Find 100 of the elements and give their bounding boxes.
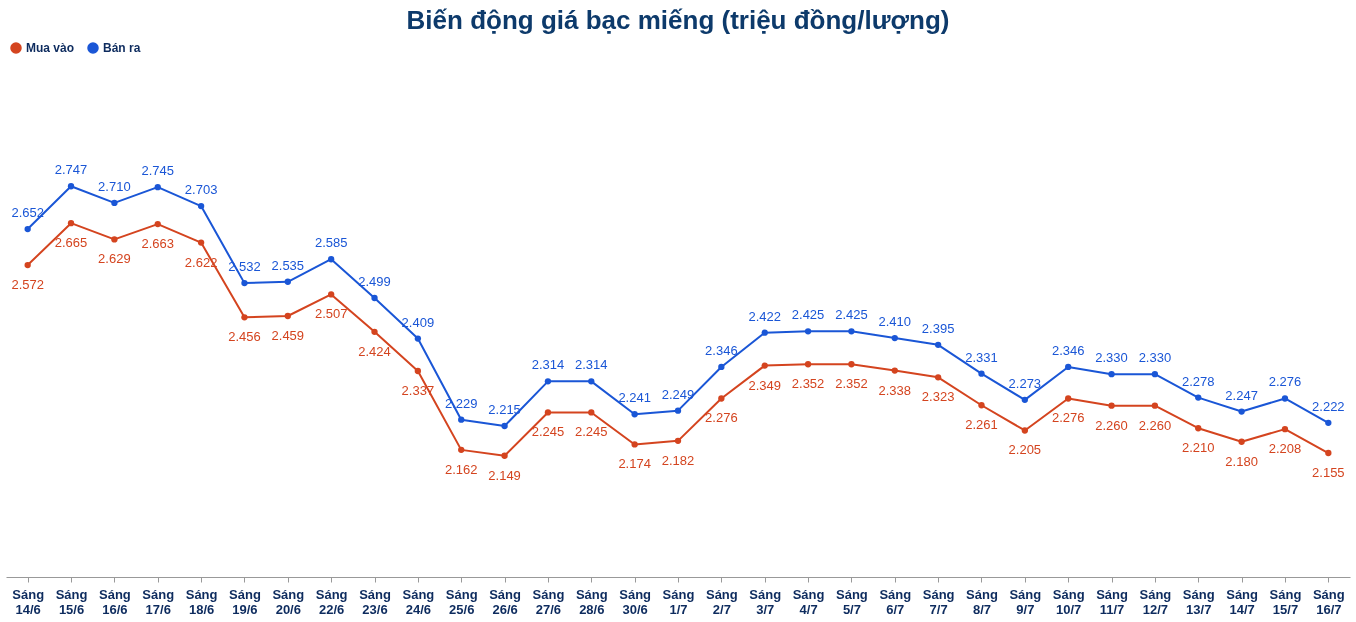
data-label: 2.346 bbox=[705, 342, 738, 358]
data-label: 2.459 bbox=[271, 328, 305, 344]
data-label: 2.652 bbox=[11, 205, 44, 221]
x-tick-label: Sáng 6/7 bbox=[879, 586, 912, 617]
point bbox=[978, 370, 985, 377]
data-label: 2.215 bbox=[488, 401, 521, 417]
point bbox=[1021, 427, 1028, 434]
point bbox=[631, 411, 638, 418]
data-label: 2.346 bbox=[1051, 342, 1085, 358]
point bbox=[241, 314, 248, 321]
data-label: 2.247 bbox=[1225, 387, 1258, 403]
point bbox=[154, 183, 161, 191]
point bbox=[501, 422, 508, 430]
data-label: 2.278 bbox=[1181, 373, 1215, 389]
point bbox=[1195, 425, 1202, 432]
point bbox=[1195, 394, 1202, 401]
point bbox=[1108, 371, 1115, 378]
data-label: 2.276 bbox=[1268, 374, 1302, 390]
data-label: 2.422 bbox=[748, 308, 781, 324]
point bbox=[1238, 438, 1245, 445]
data-label: 2.395 bbox=[921, 320, 955, 336]
point bbox=[241, 279, 248, 287]
data-label: 2.535 bbox=[271, 257, 305, 273]
x-tick-label: Sáng 15/6 bbox=[55, 586, 88, 617]
point bbox=[24, 225, 31, 233]
point bbox=[674, 437, 682, 445]
x-tick-label: Sáng 22/6 bbox=[315, 586, 348, 617]
data-label: 2.245 bbox=[531, 424, 565, 440]
data-label: 2.572 bbox=[11, 277, 44, 293]
point bbox=[328, 256, 335, 263]
data-label: 2.349 bbox=[748, 377, 781, 393]
x-tick-label: Sáng 26/6 bbox=[489, 586, 522, 617]
data-label: 2.260 bbox=[1095, 417, 1128, 433]
x-tick-label: Sáng 3/7 bbox=[749, 586, 782, 617]
data-label: 2.425 bbox=[835, 307, 868, 323]
data-label: 2.352 bbox=[835, 376, 868, 392]
point bbox=[111, 236, 118, 243]
x-tick-label: Sáng 5/7 bbox=[836, 586, 868, 617]
data-label: 2.149 bbox=[488, 467, 521, 483]
data-label: 2.410 bbox=[878, 314, 912, 330]
data-label: 2.208 bbox=[1268, 441, 1302, 457]
point bbox=[328, 291, 335, 298]
point bbox=[891, 367, 898, 374]
x-tick-label: Sáng 23/6 bbox=[359, 586, 391, 617]
data-label: 2.499 bbox=[358, 273, 391, 289]
data-label: 2.260 bbox=[1138, 417, 1172, 433]
x-tick-label: Sáng 11/7 bbox=[1096, 586, 1128, 617]
point bbox=[804, 328, 812, 335]
data-label: 2.330 bbox=[1138, 350, 1172, 366]
x-tick-label: Sáng 7/7 bbox=[922, 586, 955, 617]
point bbox=[24, 261, 31, 269]
point bbox=[1325, 419, 1332, 426]
data-label: 2.425 bbox=[791, 307, 825, 323]
point bbox=[458, 446, 465, 454]
point bbox=[718, 395, 725, 402]
legend-label: Bán ra bbox=[103, 41, 141, 55]
data-label: 2.314 bbox=[575, 357, 608, 373]
point bbox=[371, 294, 378, 302]
data-label: 2.747 bbox=[54, 162, 88, 178]
data-label: 2.182 bbox=[661, 452, 695, 468]
point bbox=[284, 312, 291, 320]
x-tick-label: Sáng 8/7 bbox=[966, 586, 998, 617]
point bbox=[371, 328, 378, 335]
x-tick-label: Sáng 18/6 bbox=[185, 586, 218, 617]
point bbox=[1151, 402, 1159, 409]
point bbox=[588, 378, 595, 385]
point bbox=[67, 183, 75, 190]
data-label: 2.456 bbox=[228, 329, 261, 345]
data-label: 2.663 bbox=[141, 236, 175, 252]
point bbox=[848, 361, 855, 368]
x-tick-label: Sáng 2/7 bbox=[705, 586, 738, 617]
data-label: 2.273 bbox=[1008, 375, 1042, 391]
point bbox=[501, 452, 508, 459]
x-tick-label: Sáng 20/6 bbox=[272, 586, 305, 617]
data-label: 2.241 bbox=[618, 390, 651, 406]
x-tick-label: Sáng 25/6 bbox=[445, 586, 478, 617]
x-tick-label: Sáng 14/6 bbox=[12, 586, 45, 617]
x-tick-label: Sáng 13/7 bbox=[1182, 586, 1215, 617]
x-tick-label: Sáng 19/6 bbox=[229, 586, 261, 617]
x-tick-label: Sáng 24/6 bbox=[402, 586, 435, 617]
point bbox=[1021, 396, 1028, 403]
data-label: 2.314 bbox=[531, 357, 565, 373]
data-label: 2.629 bbox=[98, 251, 131, 267]
data-label: 2.507 bbox=[314, 306, 348, 322]
x-tick-label: Sáng 28/6 bbox=[575, 586, 608, 617]
point bbox=[154, 220, 161, 228]
data-label: 2.665 bbox=[54, 235, 88, 251]
data-label: 2.409 bbox=[401, 314, 435, 330]
data-label: 2.180 bbox=[1225, 453, 1258, 469]
point bbox=[67, 220, 75, 227]
point bbox=[761, 329, 768, 336]
point bbox=[284, 278, 291, 285]
point bbox=[111, 199, 118, 207]
point bbox=[414, 335, 422, 342]
point bbox=[761, 362, 768, 369]
x-tick-label: Sáng 16/7 bbox=[1312, 586, 1345, 617]
data-label: 2.205 bbox=[1008, 442, 1042, 458]
chart-title: Biến động giá bạc miếng (triệu đồng/lượng) bbox=[406, 5, 950, 35]
data-label: 2.261 bbox=[965, 417, 998, 433]
x-tick-label: Sáng 10/7 bbox=[1052, 586, 1085, 617]
